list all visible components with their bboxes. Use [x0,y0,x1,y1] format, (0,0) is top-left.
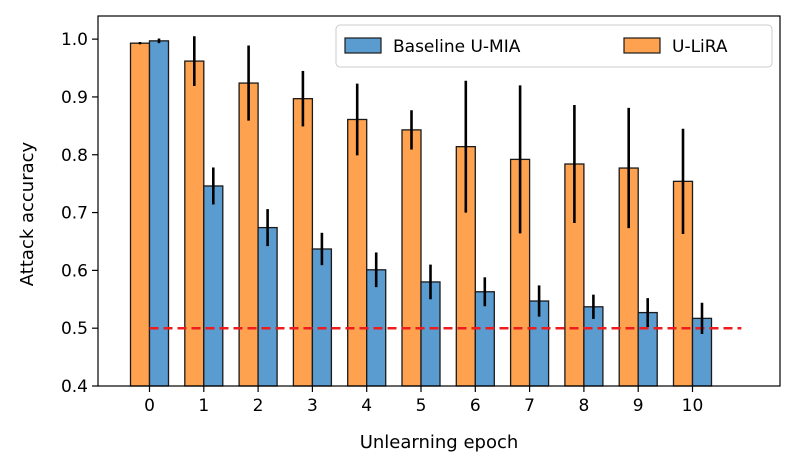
bar-baseline-u-mia [257,226,278,387]
x-tick-label: 1 [198,396,209,416]
y-tick-label: 0.7 [61,204,88,224]
axes-frame [97,15,781,387]
plot-area [129,36,742,387]
bar-u-lira [129,42,151,387]
bar-baseline-u-mia [311,248,333,387]
x-tick-label: 7 [524,396,535,416]
legend-label-u-lira: U-LiRA [672,37,728,57]
x-tick-label: 4 [361,396,372,416]
bar-baseline-u-mia [203,185,224,387]
bar-u-lira [347,118,368,387]
x-tick-label: 8 [578,396,589,416]
legend-swatch-u-lira [623,37,661,54]
y-tick-label: 1.0 [61,30,88,50]
y-tick-label: 0.6 [61,261,88,281]
x-axis-title: Unlearning epoch [360,432,519,453]
x-tick-label: 10 [682,396,704,416]
x-tick-label: 6 [470,396,481,416]
legend-label-baseline-u-mia: Baseline U-MIA [393,37,521,57]
legend: Baseline U-MIA U-LiRA [335,24,773,68]
y-axis-title: Attack accuracy [17,141,38,286]
x-tick-label: 3 [307,396,318,416]
bar-u-lira [238,82,259,387]
x-tick-label: 9 [633,396,644,416]
bar-u-lira [401,129,422,387]
bar-u-lira [292,98,314,387]
axes: 0.4 0.5 0.6 0.7 0.8 0.9 1.0 0 1 2 3 4 5 6 7 8 9 10 [61,15,781,416]
y-tick-label: 0.4 [61,377,88,397]
x-tick-label: 0 [144,396,155,416]
y-tick-label: 0.8 [61,146,88,166]
y-tick-label: 0.9 [61,88,88,108]
bar-u-lira [184,60,205,387]
bar-baseline-u-mia [148,40,170,387]
legend-swatch-baseline-u-mia [344,37,382,54]
x-tick-label: 2 [253,396,264,416]
x-tick-label: 5 [416,396,427,416]
legend-box [335,24,773,68]
y-tick-label: 0.5 [61,319,88,339]
